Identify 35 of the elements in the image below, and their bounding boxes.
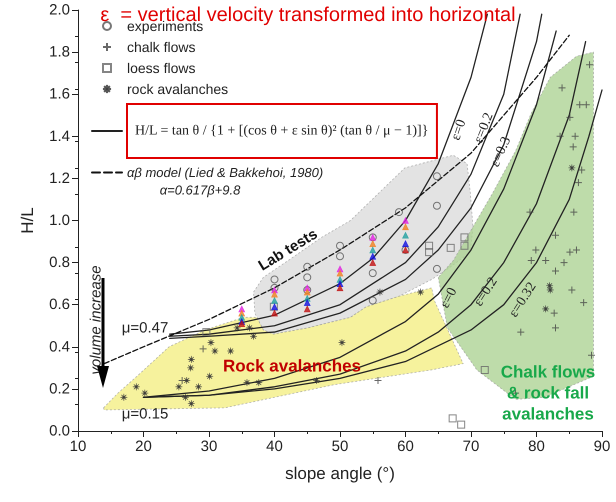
- legend-label: αβ model (Lied & Bakkehoi, 1980): [127, 165, 324, 180]
- annotation: ε=0.2: [471, 110, 497, 146]
- annotation: ε=0: [448, 118, 470, 142]
- y-tick-label: 0.8: [49, 254, 70, 272]
- x-tick-label: 60: [397, 438, 414, 455]
- annotation: ε=0: [438, 285, 460, 311]
- annotation: volume increase: [88, 265, 104, 375]
- x-tick-label: 20: [135, 438, 152, 455]
- x-tick-label: 50: [332, 438, 348, 455]
- legend-label: rock avalanches: [127, 81, 228, 97]
- annotation: α=0.617β+9.8: [160, 182, 242, 198]
- y-tick-label: 1.6: [49, 86, 70, 103]
- legend-label: chalk flows: [127, 39, 196, 55]
- y-tick-label: 1.4: [49, 128, 70, 145]
- y-tick-label: 1.2: [49, 170, 70, 187]
- y-tick-label: 1.0: [49, 212, 70, 229]
- y-axis-title: H/L: [18, 207, 37, 234]
- annotation: μ=0.47: [122, 320, 168, 336]
- annotation: Lab tests: [255, 226, 321, 274]
- legend-label: H/L = tan θ / {1 + [(cos θ + ε sin θ)² (tan θ / μ − 1)]}: [135, 124, 428, 138]
- y-tick-label: 0.4: [49, 338, 70, 356]
- x-tick-label: 40: [266, 438, 283, 455]
- y-tick-label: 0.6: [49, 296, 70, 314]
- y-tick-label: 1.8: [49, 44, 70, 61]
- x-tick-label: 10: [70, 438, 86, 455]
- y-tick-label: 0.2: [49, 380, 70, 398]
- y-tick-label: 0.0: [49, 422, 70, 440]
- x-tick-label: 70: [462, 438, 480, 455]
- x-axis-title: slope angle (°): [285, 464, 395, 483]
- x-tick-label: 80: [528, 438, 545, 455]
- annotation: μ=0.15: [122, 406, 168, 422]
- legend-label: loess flows: [127, 60, 196, 76]
- y-tick-label: 2.0: [49, 2, 70, 18]
- x-tick-label: 30: [200, 438, 218, 455]
- x-tick-label: 90: [594, 438, 610, 455]
